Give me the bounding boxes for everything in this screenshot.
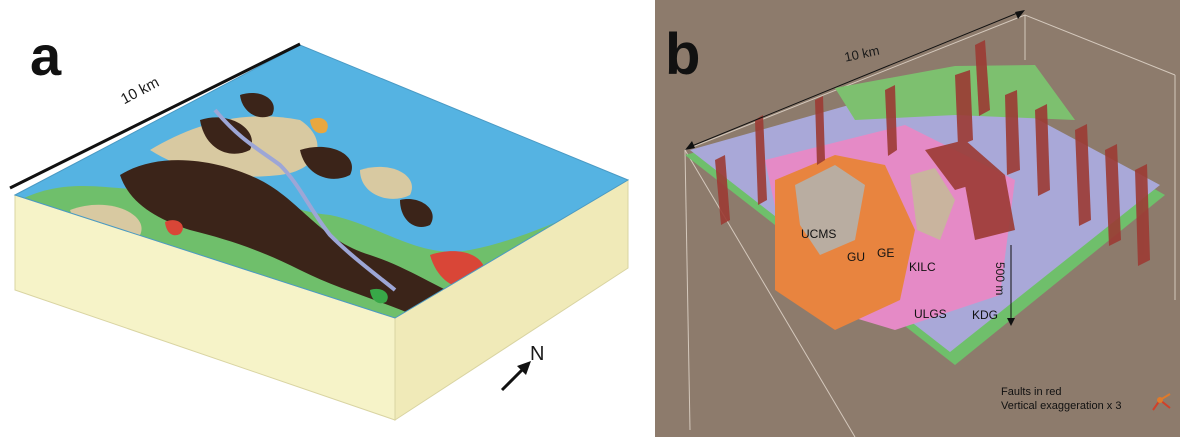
panel-label-b: b <box>665 26 700 84</box>
north-label: N <box>530 343 544 366</box>
unit-label-gu: GU <box>847 250 865 264</box>
axis-gizmo <box>1153 394 1170 410</box>
panel-label-a: a <box>30 28 61 84</box>
block-diagram-a <box>0 0 640 437</box>
unit-label-ge: GE <box>877 246 894 260</box>
model-diagram-b <box>655 0 1180 437</box>
note-faults: Faults in red <box>1001 386 1062 398</box>
panel-b-geology-model: b 10 km UCMS GU GE KILC ULGS KDG 500 m F… <box>655 0 1180 437</box>
unit-label-kdg: KDG <box>972 308 998 322</box>
unit-label-ulgs: ULGS <box>914 307 947 321</box>
note-exaggeration: Vertical exaggeration x 3 <box>1001 400 1121 412</box>
depth-label: 500 m <box>993 262 1007 295</box>
panel-a-geology-block: a 10 km N <box>0 0 640 437</box>
unit-label-ucms: UCMS <box>801 227 836 241</box>
unit-label-kilc: KILC <box>909 260 936 274</box>
